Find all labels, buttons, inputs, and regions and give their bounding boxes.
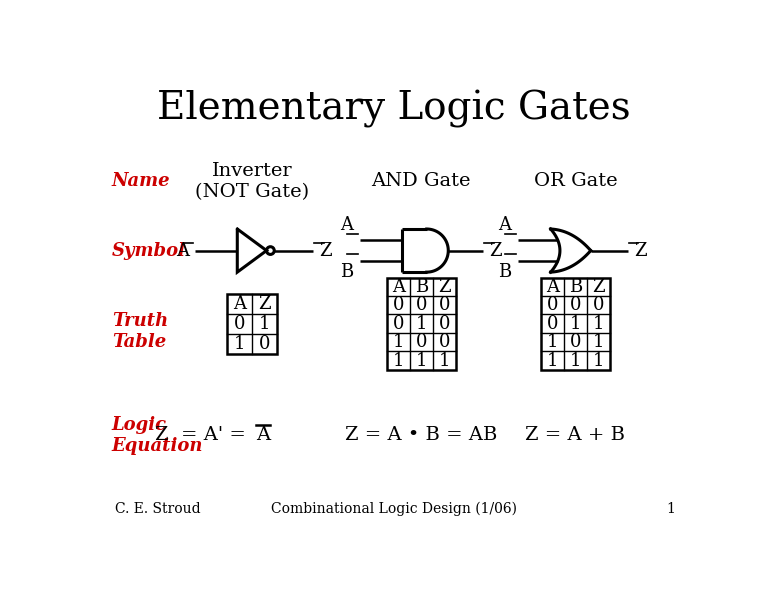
Text: 1: 1 — [233, 334, 245, 353]
Text: 1: 1 — [547, 333, 558, 351]
Text: Z: Z — [592, 278, 604, 296]
Text: Symbol: Symbol — [112, 241, 186, 260]
Text: 1: 1 — [415, 315, 427, 333]
Text: 1: 1 — [547, 352, 558, 369]
Text: 0: 0 — [392, 296, 404, 314]
Text: OR Gate: OR Gate — [534, 173, 617, 190]
Text: 0: 0 — [439, 315, 450, 333]
Text: 0: 0 — [415, 333, 427, 351]
Bar — [227, 294, 276, 354]
Text: A: A — [546, 278, 559, 296]
Text: 1: 1 — [439, 352, 450, 369]
Text: 0: 0 — [547, 315, 558, 333]
Bar — [541, 278, 610, 370]
Text: Inverter
(NOT Gate): Inverter (NOT Gate) — [195, 162, 309, 200]
Text: A: A — [340, 216, 353, 234]
Text: Elementary Logic Gates: Elementary Logic Gates — [157, 90, 631, 129]
Text: 1: 1 — [392, 352, 404, 369]
Text: 1: 1 — [570, 315, 581, 333]
Text: Z = A + B: Z = A + B — [525, 426, 625, 444]
Text: B: B — [415, 278, 428, 296]
Text: 0: 0 — [392, 315, 404, 333]
Text: 1: 1 — [392, 333, 404, 351]
Text: 1: 1 — [593, 333, 604, 351]
Text: 0: 0 — [415, 296, 427, 314]
Text: B: B — [568, 278, 582, 296]
Text: Combinational Logic Design (1/06): Combinational Logic Design (1/06) — [270, 502, 517, 517]
Text: Truth
Table: Truth Table — [112, 312, 168, 351]
Text: Z: Z — [489, 241, 502, 260]
Text: Logic
Equation: Logic Equation — [112, 416, 204, 455]
Text: Z: Z — [258, 295, 270, 313]
Text: 1: 1 — [259, 315, 270, 333]
Text: 0: 0 — [439, 333, 450, 351]
Text: 0: 0 — [547, 296, 558, 314]
Text: Name: Name — [112, 173, 170, 190]
Text: B: B — [340, 263, 353, 281]
Text: 0: 0 — [570, 296, 581, 314]
Text: 0: 0 — [233, 315, 245, 333]
Text: 1: 1 — [570, 352, 581, 369]
Text: C. E. Stroud: C. E. Stroud — [115, 502, 200, 517]
Text: A: A — [256, 426, 270, 444]
Text: 1: 1 — [667, 502, 675, 517]
Text: 0: 0 — [439, 296, 450, 314]
Text: AND Gate: AND Gate — [372, 173, 471, 190]
Text: A: A — [498, 216, 511, 234]
Text: 1: 1 — [593, 315, 604, 333]
Text: Z: Z — [319, 241, 332, 260]
Bar — [386, 278, 456, 370]
Text: B: B — [498, 263, 511, 281]
Text: A: A — [392, 278, 405, 296]
Text: 0: 0 — [570, 333, 581, 351]
Text: Z: Z — [438, 278, 451, 296]
Text: 0: 0 — [593, 296, 604, 314]
Text: 1: 1 — [593, 352, 604, 369]
Text: 1: 1 — [415, 352, 427, 369]
Text: Z  = A' =: Z = A' = — [155, 426, 252, 444]
Text: A: A — [233, 295, 246, 313]
Text: A: A — [176, 241, 189, 260]
Text: Z: Z — [634, 241, 647, 260]
Text: Z = A • B = AB: Z = A • B = AB — [345, 426, 498, 444]
Text: 0: 0 — [259, 334, 270, 353]
